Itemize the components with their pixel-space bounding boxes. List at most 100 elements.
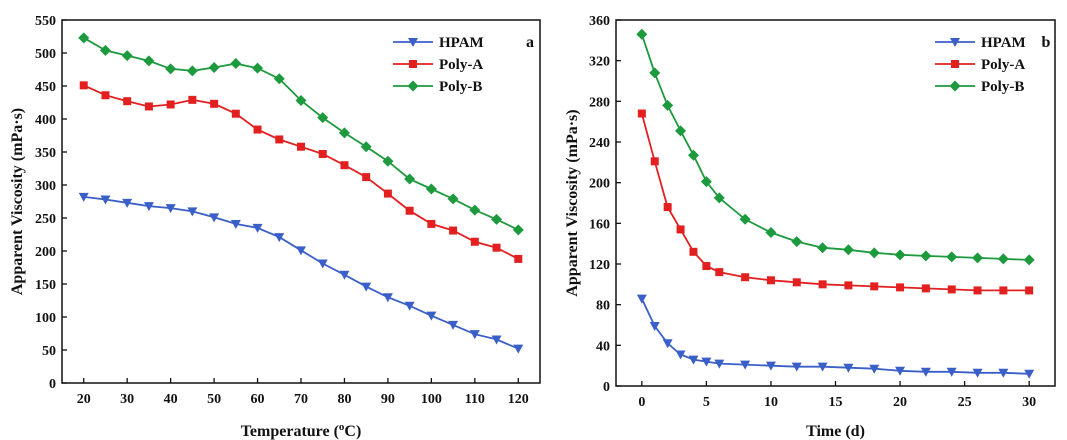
data-point: [297, 142, 305, 151]
y-axis-label: Apparent Viscosity (mPa·s): [564, 109, 581, 296]
data-point: [688, 355, 699, 365]
data-point: [687, 149, 699, 161]
data-point: [362, 173, 371, 182]
x-tick-label: 30: [1022, 395, 1036, 410]
data-point: [637, 109, 646, 118]
data-point: [425, 183, 437, 195]
data-point: [427, 219, 436, 228]
y-tick-label: 0: [49, 377, 56, 392]
y-tick-label: 80: [596, 299, 610, 314]
y-tick-label: 250: [35, 212, 56, 227]
data-point: [689, 247, 698, 256]
data-point: [405, 206, 414, 215]
data-point: [636, 294, 647, 304]
data-point: [78, 192, 89, 202]
data-point: [122, 198, 133, 208]
data-point: [842, 244, 854, 256]
data-point: [78, 32, 90, 44]
y-tick-label: 500: [35, 47, 56, 62]
data-point: [946, 367, 957, 377]
data-point: [920, 250, 932, 262]
x-tick-label: 30: [120, 392, 134, 407]
data-point: [894, 249, 906, 261]
plot-frame: [61, 19, 541, 384]
data-point: [740, 360, 751, 370]
data-point: [843, 363, 854, 373]
data-point: [383, 189, 392, 198]
data-point: [1023, 254, 1035, 266]
legend-marker: [408, 38, 418, 47]
data-point: [791, 236, 803, 248]
data-point: [663, 203, 672, 212]
data-point: [895, 366, 906, 376]
x-tick-label: 20: [77, 392, 91, 407]
data-point: [317, 112, 329, 124]
series-poly-a: [79, 81, 523, 263]
data-point: [101, 91, 110, 100]
series-hpam: [636, 294, 1035, 379]
data-point: [208, 62, 220, 74]
data-point: [739, 213, 751, 225]
data-point: [868, 247, 880, 259]
legend-entry-poly-b: Poly-B: [393, 79, 482, 95]
data-point: [1025, 286, 1034, 295]
data-point: [675, 350, 686, 360]
legend-label: Poly-B: [439, 79, 482, 95]
data-point: [792, 278, 801, 287]
data-point: [636, 28, 648, 40]
data-point: [404, 173, 416, 185]
data-point: [275, 135, 284, 144]
legend-entry-poly-b: Poly-B: [935, 79, 1024, 95]
x-tick-label: 0: [638, 395, 645, 410]
series-line: [640, 33, 1030, 261]
data-point: [360, 141, 372, 153]
y-tick-label: 240: [589, 136, 610, 151]
y-tick-label: 320: [589, 55, 610, 70]
data-point: [449, 226, 458, 235]
legend-marker: [951, 60, 959, 68]
data-point: [870, 282, 879, 291]
y-tick-label: 400: [35, 113, 56, 128]
y-tick-label: 280: [589, 95, 610, 110]
data-point: [187, 207, 198, 217]
x-tick-label: 70: [294, 392, 308, 407]
x-tick-label: 60: [251, 392, 265, 407]
series-poly-b: [78, 32, 524, 236]
data-point: [662, 99, 674, 111]
data-point: [470, 237, 479, 246]
data-point: [765, 226, 777, 238]
data-point: [230, 219, 241, 229]
x-tick-label: 25: [958, 395, 972, 410]
data-point: [817, 242, 829, 254]
legend-entry-poly-a: Poly-A: [393, 57, 483, 73]
data-point: [340, 161, 349, 170]
data-point: [491, 213, 503, 225]
data-point: [765, 361, 776, 371]
data-point: [188, 95, 197, 104]
y-tick-label: 200: [35, 245, 56, 260]
y-tick-label: 350: [35, 146, 56, 161]
data-point: [676, 225, 685, 234]
data-point: [896, 283, 905, 292]
data-point: [947, 285, 956, 294]
x-tick-label: 80: [337, 392, 351, 407]
data-point: [817, 362, 828, 372]
data-point: [209, 213, 220, 223]
legend-marker: [409, 60, 417, 68]
data-point: [231, 109, 240, 118]
y-tick-label: 360: [589, 14, 610, 29]
panel-label: b: [1042, 34, 1051, 51]
data-point: [447, 193, 459, 205]
x-tick-label: 90: [381, 392, 395, 407]
data-point: [514, 254, 523, 263]
data-point: [675, 125, 687, 137]
data-point: [165, 63, 177, 75]
data-point: [700, 176, 712, 188]
data-point: [921, 284, 930, 293]
data-point: [972, 368, 983, 378]
data-point: [99, 44, 111, 56]
legend-marker: [950, 38, 960, 47]
legend-label: HPAM: [439, 35, 484, 51]
data-point: [649, 67, 661, 79]
